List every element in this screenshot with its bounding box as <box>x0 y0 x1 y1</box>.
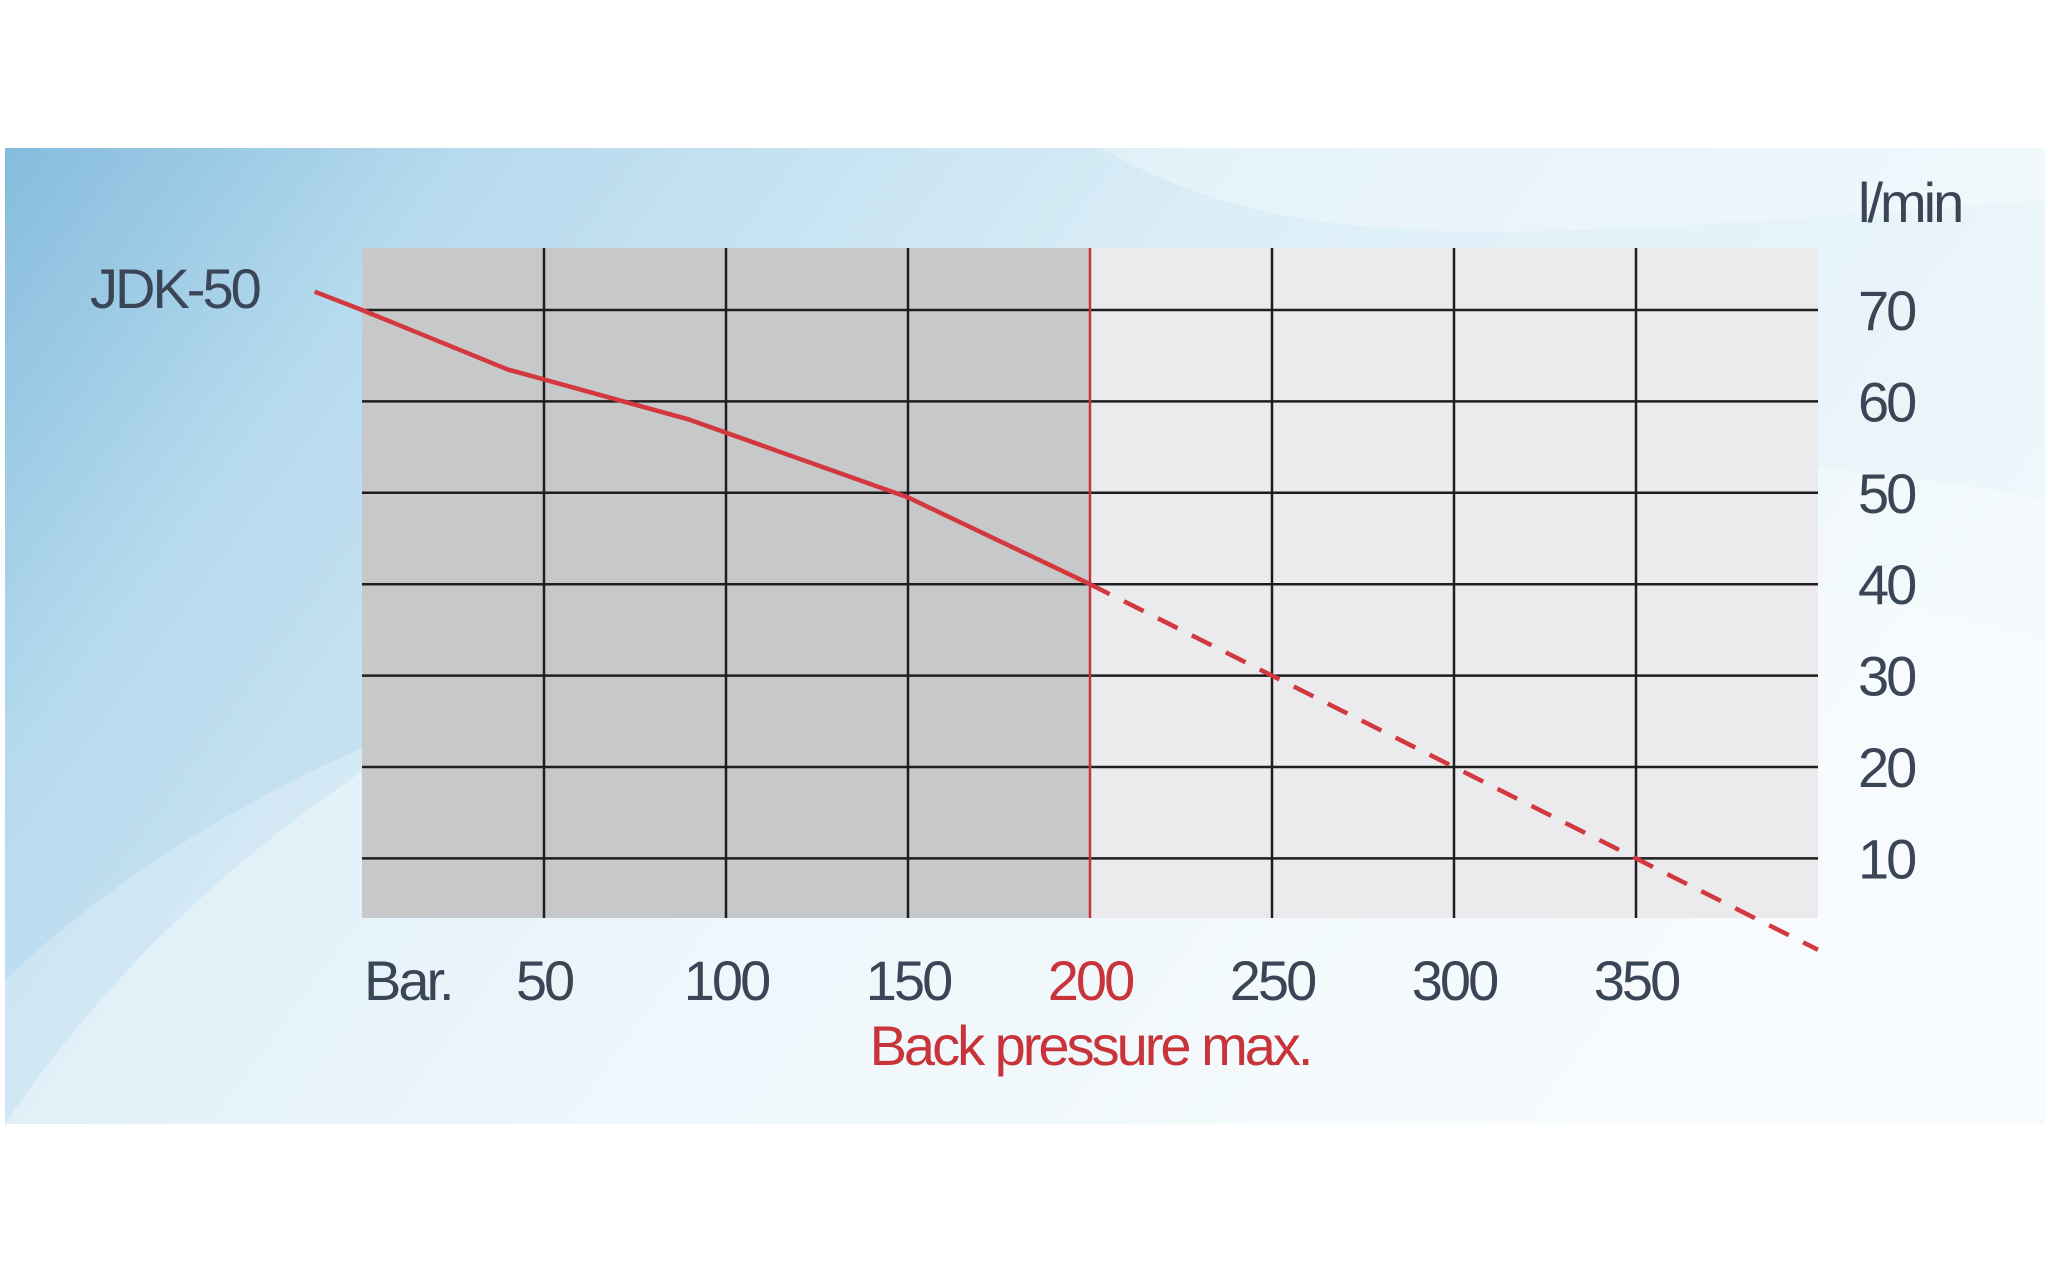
x-tick-label: 350 <box>1594 949 1679 1012</box>
y-unit-label: l/min <box>1858 171 1961 234</box>
y-tick-label: 60 <box>1858 370 1915 433</box>
back-pressure-max-label: Back pressure max. <box>870 1014 1311 1077</box>
series-line-dashed <box>1088 582 1820 952</box>
y-tick-label: 50 <box>1858 462 1915 525</box>
y-tick-label: 40 <box>1858 553 1915 616</box>
y-tick-label: 10 <box>1858 827 1915 890</box>
x-tick-label: 200 <box>1048 949 1133 1012</box>
series-label: JDK-50 <box>90 257 260 320</box>
plot-area: 50 100 150 200 250 300 350 Bar. 10 20 30 40 50 60 70 l/… <box>90 171 1964 1077</box>
y-tick-label: 20 <box>1858 736 1915 799</box>
x-tick-label: 50 <box>516 949 573 1012</box>
y-tick-label: 70 <box>1858 279 1915 342</box>
x-tick-label: 150 <box>866 949 951 1012</box>
x-tick-label: 300 <box>1412 949 1497 1012</box>
x-tick-label: 100 <box>684 949 769 1012</box>
x-unit-label: Bar. <box>364 949 452 1012</box>
y-tick-label: 30 <box>1858 645 1915 708</box>
x-tick-label: 250 <box>1230 949 1315 1012</box>
series-line-solid <box>313 289 1091 587</box>
